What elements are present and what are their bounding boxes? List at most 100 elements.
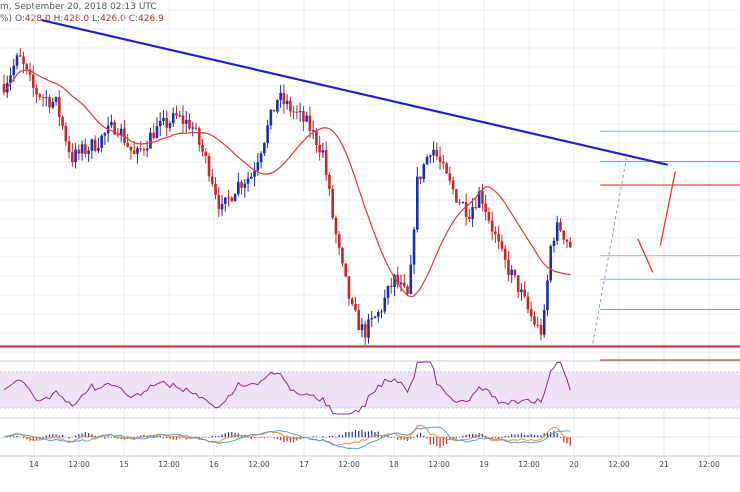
candle-body-144 xyxy=(471,207,474,219)
macd-hist-52 xyxy=(172,437,174,440)
macd-hist-110 xyxy=(361,429,363,438)
low-value: 426.0 xyxy=(100,14,126,24)
macd-hist-23 xyxy=(78,434,80,438)
projection-down xyxy=(637,238,654,273)
macd-hist-87 xyxy=(286,437,288,442)
candle-body-22 xyxy=(74,149,77,163)
candle-body-101 xyxy=(331,189,334,218)
candle-body-71 xyxy=(233,194,237,202)
macd-hist-32 xyxy=(107,436,109,438)
macd-hist-143 xyxy=(468,434,470,438)
candle-body-87 xyxy=(285,100,289,105)
macd-hist-16 xyxy=(55,434,57,438)
rsi-line xyxy=(3,361,571,415)
macd-hist-30 xyxy=(101,436,103,438)
macd-hist-78 xyxy=(257,437,259,438)
candle-body-74 xyxy=(243,183,247,188)
candle-body-58 xyxy=(191,127,195,129)
macd-hist-132 xyxy=(432,437,435,445)
macd-hist-67 xyxy=(221,434,223,438)
macd-hist-128 xyxy=(419,433,422,438)
candle-body-162 xyxy=(529,309,533,317)
macd-hist-173 xyxy=(566,437,568,444)
candle-body-0 xyxy=(2,84,6,93)
macd-hist-70 xyxy=(231,431,233,438)
macd-hist-13 xyxy=(45,435,47,438)
open-value: 428.0 xyxy=(24,14,51,24)
macd-hist-10 xyxy=(35,437,38,441)
candle-body-118 xyxy=(386,285,390,298)
candle-body-6 xyxy=(22,56,25,65)
candle-body-49 xyxy=(162,117,165,121)
macd-hist-76 xyxy=(250,437,252,440)
macd-hist-69 xyxy=(227,432,230,438)
macd-hist-141 xyxy=(462,435,464,438)
rsi-pane xyxy=(0,361,740,415)
candle-body-126 xyxy=(412,229,416,265)
candle-body-72 xyxy=(237,182,240,195)
candle-body-170 xyxy=(555,222,559,241)
candle-body-84 xyxy=(276,100,279,112)
low-label: L: xyxy=(92,14,101,24)
candle-body-102 xyxy=(334,217,338,235)
candle-body-85 xyxy=(279,92,282,101)
candlesticks xyxy=(2,48,572,345)
macd-hist-123 xyxy=(403,437,405,440)
candle-body-15 xyxy=(51,101,55,108)
macd-hist-95 xyxy=(312,436,314,438)
candle-body-77 xyxy=(253,170,256,177)
macd-hist-108 xyxy=(354,429,357,438)
candle-body-70 xyxy=(230,197,234,202)
candle-body-105 xyxy=(344,263,348,277)
macd-hist-171 xyxy=(559,437,562,438)
macd-hist-129 xyxy=(423,435,425,438)
x-tick-label: 15 xyxy=(119,460,129,469)
macd-hist-63 xyxy=(208,437,210,438)
candle-body-10 xyxy=(35,87,38,95)
macd-hist-170 xyxy=(556,433,558,438)
macd-hist-81 xyxy=(266,437,269,438)
candle-body-141 xyxy=(461,202,465,204)
macd-hist-17 xyxy=(58,435,60,438)
trendline xyxy=(41,19,668,166)
macd-hist-24 xyxy=(81,433,83,438)
macd-hist-20 xyxy=(68,437,70,439)
candle-body-73 xyxy=(240,182,243,188)
macd-hist-86 xyxy=(283,437,285,443)
candle-body-110 xyxy=(360,324,364,331)
candle-body-39 xyxy=(129,146,133,151)
candle-body-161 xyxy=(526,296,530,310)
macd-hist-134 xyxy=(439,437,441,448)
candle-body-111 xyxy=(363,324,367,338)
candle-body-99 xyxy=(324,150,328,175)
candle-body-152 xyxy=(497,234,500,242)
candle-body-89 xyxy=(292,111,295,113)
candle-body-137 xyxy=(448,173,452,181)
macd-hist-145 xyxy=(475,434,477,438)
candle-body-59 xyxy=(194,127,198,129)
macd-hist-1 xyxy=(6,436,8,438)
candle-body-35 xyxy=(116,134,120,136)
candle-body-34 xyxy=(113,122,116,135)
candle-body-168 xyxy=(549,246,553,281)
candle-body-31 xyxy=(103,133,107,136)
macd-hist-89 xyxy=(293,437,295,443)
x-tick-label: 12:00 xyxy=(518,460,540,469)
candle-body-26 xyxy=(87,150,90,154)
candle-body-17 xyxy=(58,97,61,117)
candle-body-172 xyxy=(562,230,566,240)
candle-body-83 xyxy=(272,109,276,112)
trendline-overlay[interactable] xyxy=(41,19,668,344)
macd-hist-165 xyxy=(540,435,542,438)
candle-body-54 xyxy=(178,115,182,117)
macd-hist-160 xyxy=(524,434,526,438)
macd-hist-146 xyxy=(478,433,480,438)
header-title: m, September 20, 2018 02:13 UTC xyxy=(0,2,157,12)
macd-hist-157 xyxy=(514,434,516,438)
candle-body-106 xyxy=(347,276,351,299)
candle-body-8 xyxy=(28,69,32,75)
macd-hist-90 xyxy=(296,437,298,441)
candle-body-55 xyxy=(181,115,185,124)
macd-hist-167 xyxy=(546,432,549,438)
